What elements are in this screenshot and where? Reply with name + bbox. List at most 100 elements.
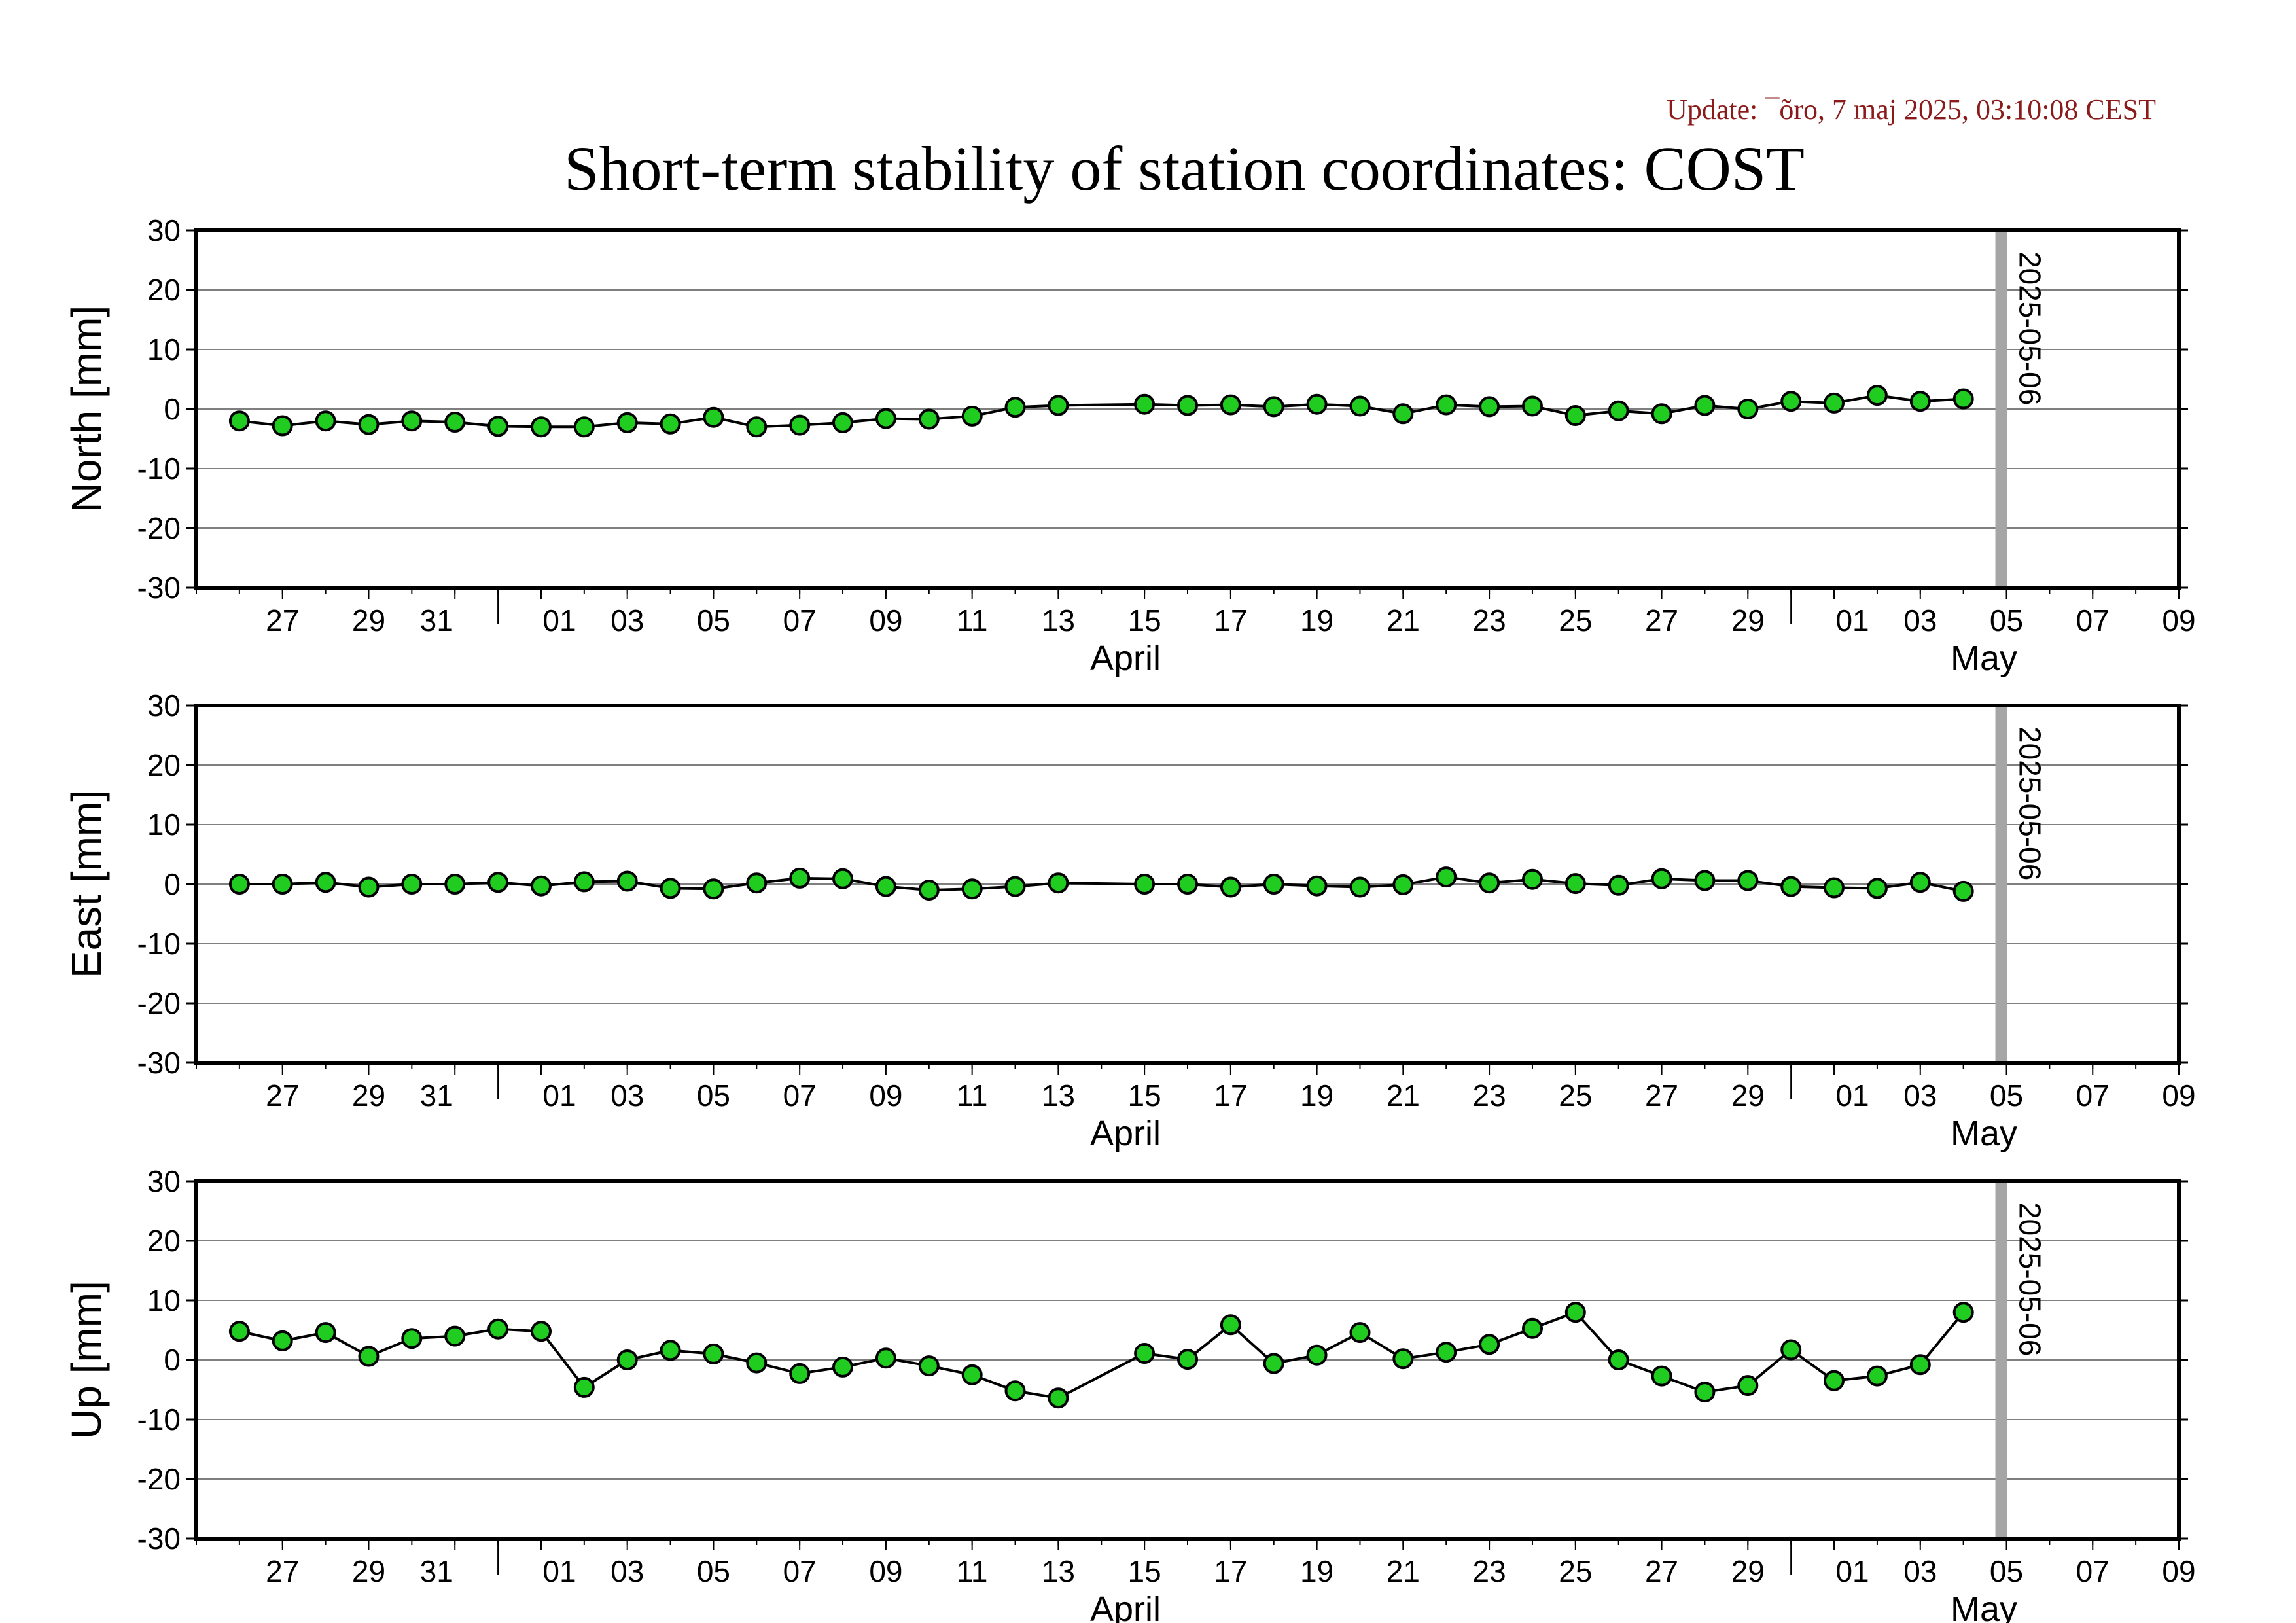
y-tick-label: -30 [137,571,181,605]
data-point [1349,1322,1371,1344]
y-axis-label: North [mm] [63,306,110,512]
y-axis-label: East [mm] [63,790,110,978]
data-point [1048,1387,1069,1409]
update-timestamp: Update: ¯õro, 7 maj 2025, 03:10:08 CEST [1667,94,2156,126]
x-tick-label: 03 [1903,1079,1937,1113]
x-tick-label: 17 [1214,1079,1247,1113]
x-tick-label: 07 [783,603,817,637]
data-point [1824,877,1845,899]
data-point [1134,393,1156,415]
y-tick-label: 20 [147,273,181,307]
x-tick-label: 31 [420,1554,453,1588]
data-point [1436,394,1457,416]
y-tick-label: -20 [137,511,181,545]
x-tick-label: 09 [869,1079,902,1113]
data-point [703,878,724,900]
y-tick-label: -30 [137,1522,181,1556]
data-point [444,1325,466,1347]
month-label-april: April [1090,1590,1161,1623]
x-tick-label: 17 [1214,603,1247,637]
data-point [358,414,380,435]
y-tick-label: 0 [164,867,181,901]
x-tick-label: 09 [2162,1554,2195,1588]
x-tick-label: 03 [1903,603,1937,637]
data-point [1608,874,1629,896]
data-point [1479,1334,1500,1355]
x-tick-label: 07 [2076,603,2110,637]
x-tick-label: 19 [1300,603,1333,637]
series-line [239,876,1964,893]
x-tick-label: 29 [1731,1554,1765,1588]
data-point [789,1363,811,1384]
data-point [703,406,724,428]
data-point [272,874,293,895]
x-tick-label: 25 [1559,1554,1592,1588]
reference-date-label: 2025-05-06 [2013,251,2047,405]
x-tick-label: 27 [1645,1079,1678,1113]
x-tick-label: 05 [1990,603,2023,637]
x-tick-label: 01 [542,1079,576,1113]
data-point [1737,399,1759,419]
y-tick-label: 30 [147,213,181,247]
data-point [487,1318,509,1340]
data-point [961,405,983,427]
data-point [1824,392,1845,414]
series-line [239,1310,1965,1400]
data-point [746,416,768,438]
data-point [1866,1365,1888,1387]
data-point [918,1355,940,1377]
data-point [1177,874,1198,895]
data-point [703,1343,724,1364]
panels-group: 30 20 10 0 -10 -20 -30 North [mm] 27 29 31 01 03 05 07… [63,213,2196,1623]
x-tick-label: 27 [266,603,299,637]
data-point [573,1376,595,1398]
x-tick-label: 01 [1835,1079,1869,1113]
data-point [1952,880,1974,902]
data-point [660,413,681,435]
x-tick-label: 07 [783,1554,817,1588]
x-tick-label: 13 [1042,1079,1075,1113]
x-tick-label: 07 [2076,1554,2110,1588]
data-point [1306,1344,1328,1366]
data-point [1177,395,1198,416]
data-point [746,872,768,894]
panel-up: 30 20 10 0 -10 -20 -30 Up [mm] 27 29 31 01 03 05 07 09 1… [63,1164,2196,1623]
data-point [1866,878,1888,899]
data-point [1306,393,1328,415]
data-point [444,412,466,433]
data-point [228,1321,250,1342]
x-tick-label: 09 [869,1554,902,1588]
series-line [239,394,1964,429]
x-tick-label: 07 [2076,1079,2110,1113]
data-point [1608,1349,1629,1370]
x-tick-label: 23 [1473,1079,1506,1113]
month-label-may: May [1951,639,2017,678]
data-point [660,878,681,899]
data-point [1479,396,1500,418]
data-point [573,871,595,893]
data-point [1263,396,1284,418]
x-tick-label: 03 [610,1554,644,1588]
data-point [616,412,638,433]
data-point [1392,1348,1414,1370]
data-point [531,1321,552,1342]
x-tick-label: 11 [957,603,988,637]
data-point [1651,868,1672,889]
data-point [918,880,940,901]
data-point [487,416,509,437]
data-point [1392,874,1414,895]
data-point [1004,397,1026,418]
data-point [531,416,552,438]
data-point [228,410,250,432]
x-tick-label: 11 [957,1079,988,1113]
month-label-may: May [1951,1590,2017,1623]
x-tick-label: 27 [1645,603,1678,637]
data-point [918,408,940,430]
x-tick-label: 09 [2162,1079,2195,1113]
y-tick-label: 10 [147,808,181,842]
data-point [1263,1353,1284,1374]
data-point [1952,1302,1974,1323]
data-point [315,410,336,432]
x-tick-label: 11 [957,1554,988,1588]
